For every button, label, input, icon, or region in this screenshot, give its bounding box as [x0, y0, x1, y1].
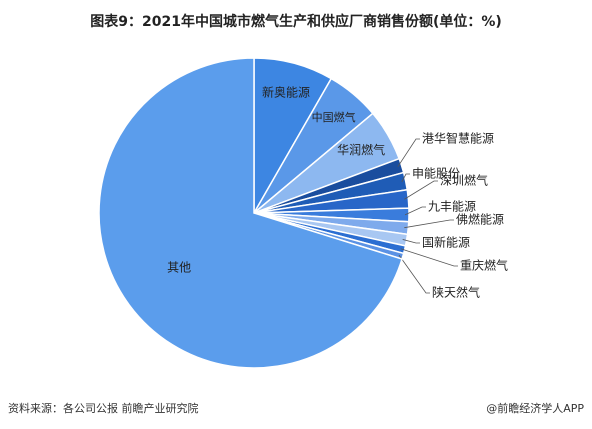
slice-label: 国新能源 [422, 235, 470, 250]
slice-label: 佛燃能源 [456, 212, 504, 227]
leader-line [401, 173, 410, 183]
leader-line [404, 219, 454, 229]
slice-label: 重庆燃气 [460, 258, 508, 273]
leader-line [397, 138, 420, 168]
slice-label: 九丰能源 [428, 200, 476, 214]
slice-label: 陕天然气 [432, 285, 480, 300]
leader-line [404, 206, 426, 216]
slice-label: 中国燃气 [312, 110, 356, 124]
source: 资料来源：各公司公报 前瞻产业研究院 [8, 401, 199, 415]
slice-label: 申能股份 [412, 167, 460, 181]
slice-label: 其他 [167, 261, 191, 275]
leader-line [400, 248, 458, 267]
slice-label: 新奥能源 [262, 85, 310, 100]
slice-label: 华润燃气 [337, 142, 385, 157]
slice-label: 深圳燃气 [440, 173, 488, 188]
chart-title: 图表9：2021年中国城市燃气生产和供应厂商销售份额(单位：%) [90, 13, 502, 30]
leader-line [404, 180, 438, 200]
leader-line [398, 254, 430, 294]
leader-line [402, 239, 420, 244]
slice-label: 港华智慧能源 [422, 131, 494, 146]
credit: @前瞻经济学人APP [486, 401, 584, 415]
pie-slice [98, 57, 403, 369]
